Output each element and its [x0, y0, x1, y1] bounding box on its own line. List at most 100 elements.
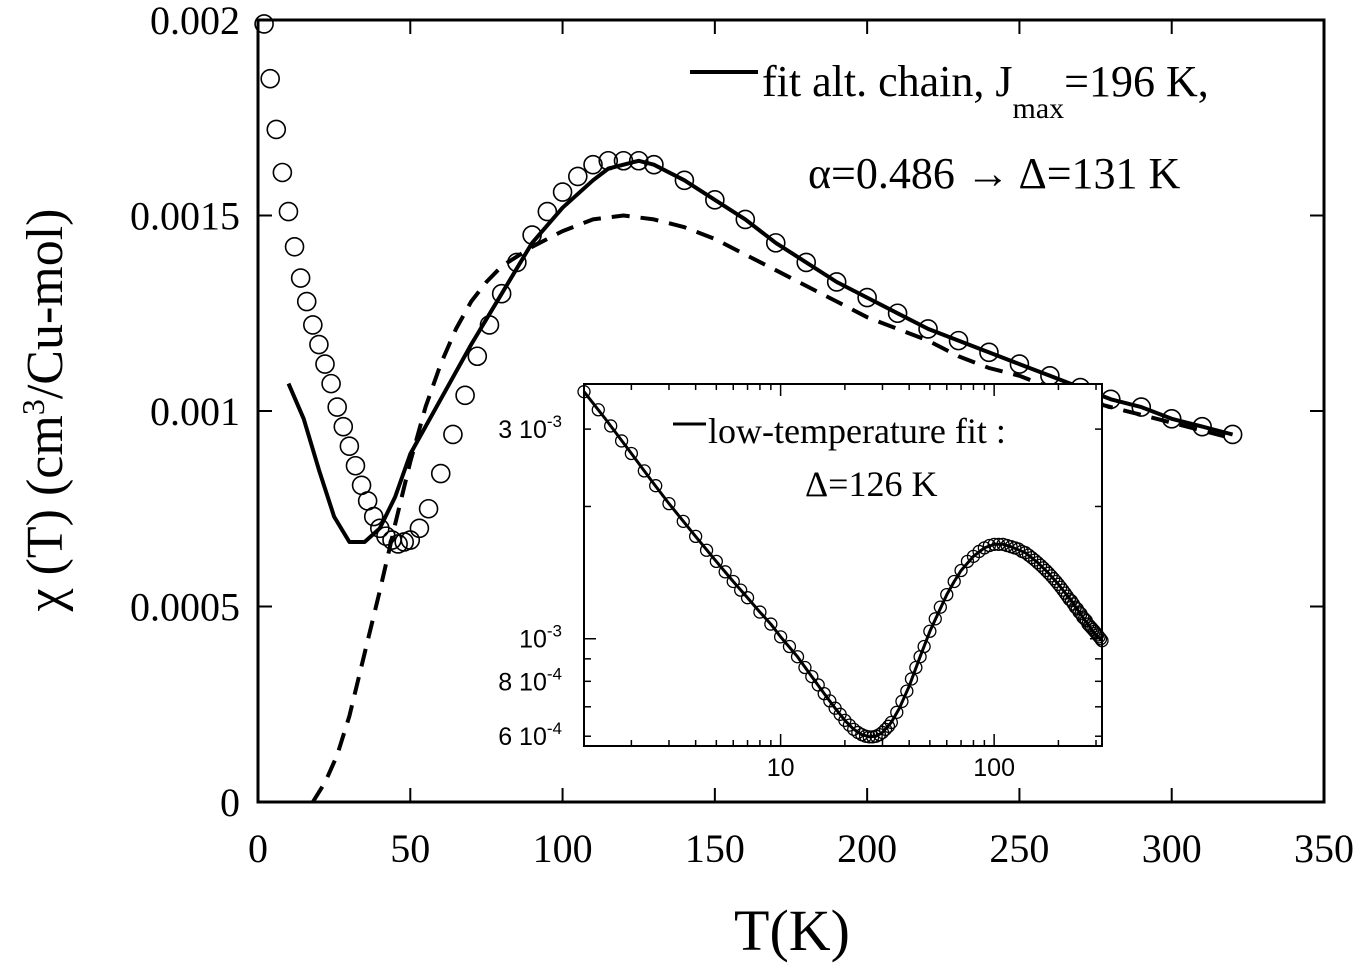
x-axis-title: T(K) — [734, 898, 850, 963]
inset-data-point — [805, 669, 819, 684]
y-axis-title-pre: χ (T) (cm — [17, 415, 74, 612]
inset-data-point — [838, 713, 852, 728]
inset-data-point — [904, 672, 919, 686]
data-point — [826, 272, 847, 292]
inset-data-point — [614, 434, 629, 448]
inset-background — [584, 384, 1102, 746]
inset-data-point — [1092, 630, 1106, 644]
data-point — [315, 354, 335, 374]
data-point — [430, 463, 451, 484]
inset-data-point — [940, 587, 954, 602]
inset-data-point — [917, 639, 931, 654]
data-point — [735, 209, 756, 230]
main-y-tick-labels: 0 0.0005 0.001 0.0015 0.002 — [130, 0, 240, 825]
data-point — [296, 291, 317, 312]
data-point — [333, 416, 354, 437]
inset-y-tick-label: 10-3 — [519, 622, 562, 654]
main-ticks — [257, 19, 1325, 803]
data-point — [363, 506, 384, 527]
data-point — [266, 119, 287, 140]
x-tick-label: 350 — [1294, 826, 1354, 871]
legend-line1: fit alt. chain, Jmax=196 K, — [762, 57, 1209, 125]
inset-data-point — [1011, 542, 1026, 556]
inset-data-point — [928, 612, 942, 626]
y-axis-title-post: /Cu-mol) — [17, 209, 74, 400]
inset-data-point — [676, 514, 690, 529]
inset-y-tick-exponent: -4 — [547, 664, 562, 683]
legend-line1-post: =196 K, — [1064, 57, 1209, 106]
data-point — [918, 319, 938, 339]
data-point — [443, 424, 463, 445]
data-point — [491, 283, 512, 304]
data-point — [303, 315, 323, 335]
data-point — [979, 342, 999, 363]
y-tick-label: 0.002 — [150, 0, 240, 43]
data-point — [345, 455, 366, 476]
x-tick-label: 200 — [837, 826, 897, 871]
data-point — [272, 162, 293, 183]
data-point — [400, 530, 421, 550]
inset-x-tick-label: 100 — [973, 754, 1015, 782]
y-axis-title: χ (T) (cm3/Cu-mol) — [15, 209, 74, 613]
inset-y-tick-exponent: -4 — [547, 719, 562, 738]
data-point — [705, 190, 725, 210]
inset-x-tick-labels: 10 100 — [767, 754, 1015, 782]
data-point — [284, 236, 305, 257]
inset-data-point — [649, 479, 663, 493]
x-tick-label: 150 — [685, 826, 745, 871]
inset-data-point — [881, 719, 896, 733]
data-point — [857, 287, 877, 308]
data-point — [765, 233, 786, 253]
data-point — [1009, 354, 1030, 374]
data-point — [644, 154, 664, 175]
legend-line1-sub: max — [1013, 92, 1065, 125]
y-axis-title-sup: 3 — [15, 399, 51, 415]
inset-y-tick-exponent: -3 — [547, 412, 562, 431]
data-point — [409, 518, 430, 539]
inset-data-point — [740, 591, 755, 605]
inset-y-tick-mantissa: 3 10 — [498, 416, 547, 444]
inset-data-point — [699, 543, 714, 557]
data-point — [583, 154, 603, 175]
inset-y-tick-exponent: -3 — [547, 622, 562, 641]
x-tick-label: 300 — [1142, 826, 1202, 871]
data-point — [1131, 397, 1152, 417]
inset-data-point — [947, 574, 961, 589]
inset-data-point — [753, 605, 767, 619]
fit-curve — [286, 158, 1234, 544]
x-tick-label: 250 — [989, 826, 1049, 871]
inset-data-point — [890, 705, 904, 719]
data-point — [327, 397, 347, 417]
inset-data-point — [1076, 610, 1090, 624]
x-tick-label: 100 — [533, 826, 593, 871]
inset-data-point — [662, 496, 676, 511]
data-point — [418, 498, 439, 519]
data-point — [278, 201, 299, 222]
data-point — [567, 166, 588, 187]
inset-data-point — [954, 563, 968, 578]
inset-x-tick-label: 10 — [767, 754, 795, 782]
inset-data-point — [764, 617, 778, 631]
data-point — [674, 170, 695, 191]
inset-data-point — [709, 554, 723, 569]
inset-data-point — [923, 624, 937, 638]
inset-data-point — [688, 529, 703, 544]
inset-data-point — [884, 715, 898, 730]
inset-y-tick-labels: 6 10-48 10-410-33 10-3 — [498, 412, 562, 751]
inset-data-point — [637, 464, 651, 478]
inset-data-point — [624, 446, 639, 461]
data-point — [948, 330, 969, 351]
inset-y-tick-mantissa: 6 10 — [498, 723, 547, 751]
inset-data-point — [604, 419, 618, 433]
x-tick-label: 50 — [390, 826, 430, 871]
inset-y-tick-label: 8 10-4 — [498, 664, 562, 696]
data-point — [309, 334, 329, 355]
inset-data-point — [726, 574, 740, 589]
inset-y-tick-mantissa: 8 10 — [498, 668, 547, 696]
inset-data-point — [773, 630, 788, 644]
inset-ticks — [584, 384, 1102, 746]
inset-data-point — [734, 583, 748, 597]
inset-y-tick-mantissa: 10 — [519, 626, 547, 654]
data-point — [290, 268, 311, 288]
